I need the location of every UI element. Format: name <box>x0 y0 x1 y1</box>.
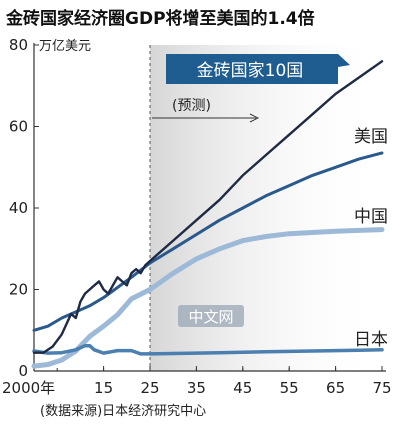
series-brics-line <box>32 60 384 354</box>
y-tick-label: 40 <box>9 199 28 217</box>
x-tick-label: 2000年 <box>2 379 55 397</box>
chart-title: 金砖国家经济圈GDP将增至美国的1.4倍 <box>6 9 315 29</box>
forecast-label: (预测) <box>172 98 211 114</box>
x-tick-label: 15 <box>94 379 113 397</box>
series-japan-line <box>32 343 384 356</box>
x-tick-label: 65 <box>326 379 345 397</box>
brics-banner-label: 金砖国家10国 <box>197 61 304 81</box>
y-tick-label: 0 <box>18 362 28 380</box>
watermark-text: 中文网 <box>188 308 233 326</box>
brics-banner <box>166 54 350 84</box>
source-note: (数据来源)日本经济研究中心 <box>40 404 206 419</box>
x-tick-label: 35 <box>187 379 206 397</box>
watermark-badge <box>178 305 244 327</box>
y-tick-label: 20 <box>9 281 28 299</box>
x-tick-label: 75 <box>372 379 391 397</box>
series-label-japan: 日本 <box>354 330 388 350</box>
series-label-usa: 美国 <box>354 127 388 147</box>
y-tick-label: 60 <box>9 118 28 136</box>
x-tick-label: 55 <box>280 379 299 397</box>
y-tick-label: 80 <box>9 36 28 54</box>
series-label-china: 中国 <box>354 207 388 227</box>
forecast-arrow-head <box>249 113 260 123</box>
x-tick-label: 25 <box>140 379 159 397</box>
series-usa-line <box>32 151 384 332</box>
y-unit-label: 万亿美元 <box>39 39 91 54</box>
x-tick-label: 45 <box>233 379 252 397</box>
